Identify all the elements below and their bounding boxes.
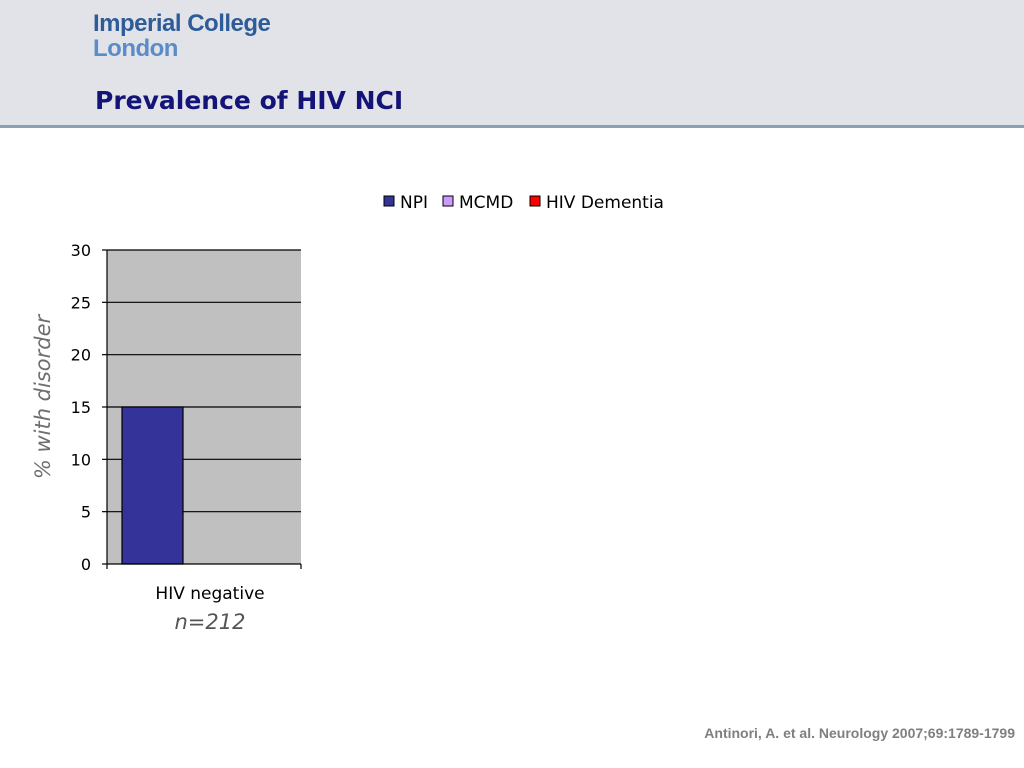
- y-tick-labels: 0 5 10 15 20 25 30: [71, 241, 91, 574]
- legend-swatch: [442, 195, 454, 207]
- legend-swatch: [529, 195, 541, 207]
- y-tick-label: 5: [81, 503, 91, 522]
- logo-line-2: London: [93, 35, 178, 62]
- page-title: Prevalence of HIV NCI: [95, 86, 404, 115]
- legend-label: HIV Dementia: [546, 193, 664, 213]
- legend-label: MCMD: [459, 193, 513, 213]
- bar-npi: [121, 406, 184, 565]
- y-tick-label: 25: [71, 293, 91, 312]
- y-tick-label: 30: [71, 241, 91, 260]
- y-tick-label: 20: [71, 346, 91, 365]
- y-tick-label: 10: [71, 450, 91, 469]
- x-category-labels: HIV negative n=212: [155, 584, 264, 634]
- logo-line-1: Imperial College: [93, 10, 271, 37]
- y-axis-label: % with disorder: [31, 313, 55, 479]
- citation: Antinori, A. et al. Neurology 2007;69:17…: [704, 725, 1015, 741]
- imperial-college-logo: Imperial College London: [93, 10, 271, 62]
- bar-group: [121, 406, 184, 565]
- legend-label: NPI: [400, 193, 428, 213]
- x-category-sublabel: n=212: [175, 610, 246, 634]
- legend-swatch: [383, 195, 395, 207]
- axes: [102, 249, 302, 569]
- slide-header: Imperial College London Prevalence of HI…: [0, 0, 1024, 128]
- y-tick-label: 15: [71, 398, 91, 417]
- x-category-label: HIV negative: [155, 584, 264, 604]
- chart-legend: NPI MCMD HIV Dementia: [383, 193, 664, 213]
- y-tick-label: 0: [81, 555, 91, 574]
